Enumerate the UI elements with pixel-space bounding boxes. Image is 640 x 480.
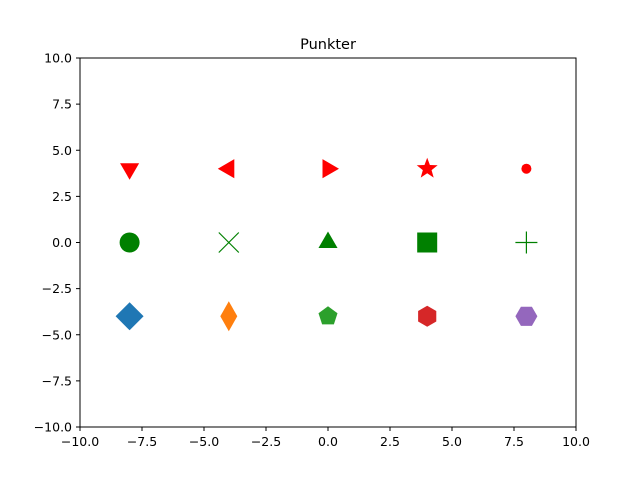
y-tick-label: −5.0: [42, 327, 72, 342]
x-tick-label: 5.0: [442, 434, 462, 449]
x-tick-label: −5.0: [189, 434, 219, 449]
x-axis: −10.0 −7.5 −5.0 −2.5 0.0 2.5 5.0 7.5 10.0: [61, 427, 590, 449]
data-point-triangle-right: [322, 159, 339, 179]
y-tick-label: 7.5: [52, 97, 72, 112]
y-tick-label: 5.0: [52, 143, 72, 158]
data-point-triangle-up: [318, 231, 338, 248]
data-point-triangle-left: [217, 159, 235, 179]
x-tick-label: −7.5: [127, 434, 157, 449]
y-axis: −10.0 −7.5 −5.0 −2.5 0.0 2.5 5.0 7.5 10.0: [34, 51, 80, 435]
x-tick-label: 10.0: [562, 434, 590, 449]
x-tick-label: −2.5: [251, 434, 281, 449]
data-point-x: [218, 232, 240, 253]
data-point-diamond: [115, 302, 144, 331]
x-marker-stroke: [218, 232, 240, 253]
data-point-triangle-down: [120, 163, 140, 180]
x-tick-label: 0.0: [318, 434, 338, 449]
data-point-pentagon: [318, 306, 338, 325]
data-point-small-circle: [521, 163, 532, 174]
data-point-plus: [515, 231, 538, 254]
chart-title: Punkter: [300, 37, 356, 53]
data-point-square: [417, 232, 438, 253]
plot-frame: [79, 57, 577, 428]
data-point-thin-diamond: [220, 301, 238, 332]
data-point-circle: [119, 232, 140, 253]
data-point-star: [416, 157, 438, 178]
x-tick-label: 7.5: [504, 434, 524, 449]
data-point-hexagon: [418, 305, 437, 327]
y-tick-label: 0.0: [52, 235, 72, 250]
data-points: [115, 157, 538, 332]
y-tick-label: −10.0: [34, 420, 72, 435]
y-tick-label: 10.0: [44, 51, 72, 66]
data-point-hexagon-flat: [515, 306, 538, 326]
y-tick-label: −2.5: [42, 281, 72, 296]
x-tick-label: 2.5: [380, 434, 400, 449]
x-tick-label: −10.0: [61, 434, 99, 449]
y-tick-label: −7.5: [42, 373, 72, 388]
y-tick-label: 2.5: [52, 189, 72, 204]
